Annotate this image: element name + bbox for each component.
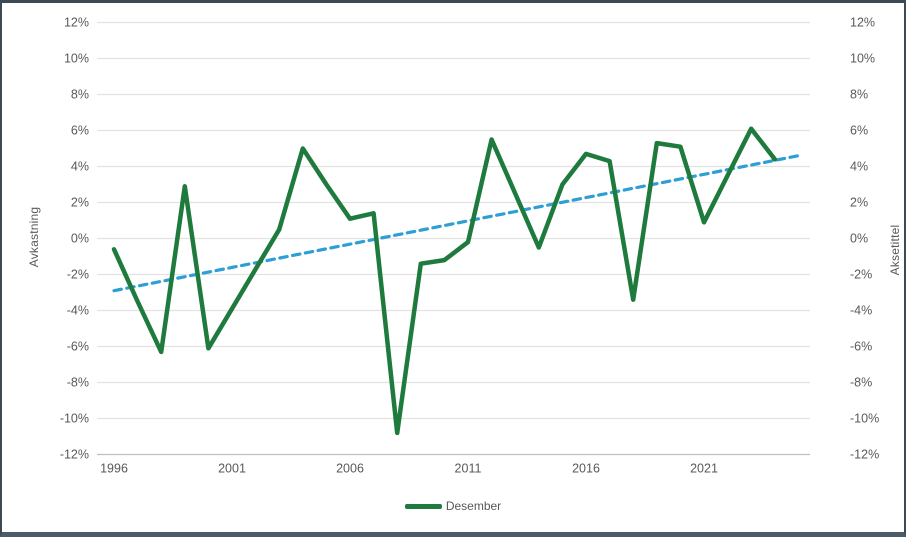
y-tick-label-right: 8%: [850, 88, 868, 102]
y-tick-label-left: -4%: [67, 304, 89, 318]
y-tick-label-right: -2%: [850, 268, 872, 282]
x-tick-label: 2021: [690, 462, 718, 476]
x-tick-label: 2016: [572, 462, 600, 476]
y-tick-label-left: 8%: [71, 88, 89, 102]
y-tick-label-right: -4%: [850, 304, 872, 318]
legend-label-desember: Desember: [445, 499, 502, 513]
x-tick-label: 2011: [455, 462, 482, 476]
y-tick-label-left: -2%: [67, 268, 89, 282]
y-tick-label-left: -6%: [67, 340, 89, 354]
y-tick-label-left: 6%: [71, 124, 89, 138]
y-tick-label-left: 2%: [71, 196, 89, 210]
y-tick-label-left: -12%: [60, 448, 89, 462]
y-tick-label-left: 0%: [71, 232, 89, 246]
legend-swatch-desember: [404, 503, 442, 509]
trendline: [112, 154, 801, 293]
y-tick-label-right: -10%: [850, 412, 879, 426]
x-tick-label: 1996: [100, 462, 128, 476]
y-tick-label-right: -8%: [850, 376, 872, 390]
y-tick-label-left: 4%: [71, 160, 89, 174]
legend: Desember: [2, 499, 904, 513]
y-tick-label-left: -10%: [60, 412, 89, 426]
y-tick-label-left: 12%: [64, 16, 89, 30]
y-axis-title-right: Aksetittel: [888, 224, 902, 276]
line-chart: 12% 12% 10% 10% 8% 8% 6% 6% 4% 4% 2% 2% 0% 0% -2% -2% -4…: [60, 16, 879, 476]
y-tick-label-left: 10%: [64, 52, 89, 66]
y-tick-label-right: 10%: [850, 52, 875, 66]
y-tick-label-right: 0%: [850, 232, 868, 246]
desember-series-line: [111, 126, 778, 436]
x-tick-label: 2006: [336, 462, 364, 476]
y-tick-label-left: -8%: [67, 376, 89, 390]
y-axis-title-left: Avkastning: [27, 206, 41, 268]
y-tick-label-right: 2%: [850, 196, 868, 210]
y-tick-label-right: -12%: [850, 448, 879, 462]
x-tick-label: 2001: [218, 462, 246, 476]
y-tick-label-right: -6%: [850, 340, 872, 354]
y-tick-label-right: 4%: [850, 160, 868, 174]
y-tick-label-right: 6%: [850, 124, 868, 138]
y-tick-label-right: 12%: [850, 16, 875, 30]
